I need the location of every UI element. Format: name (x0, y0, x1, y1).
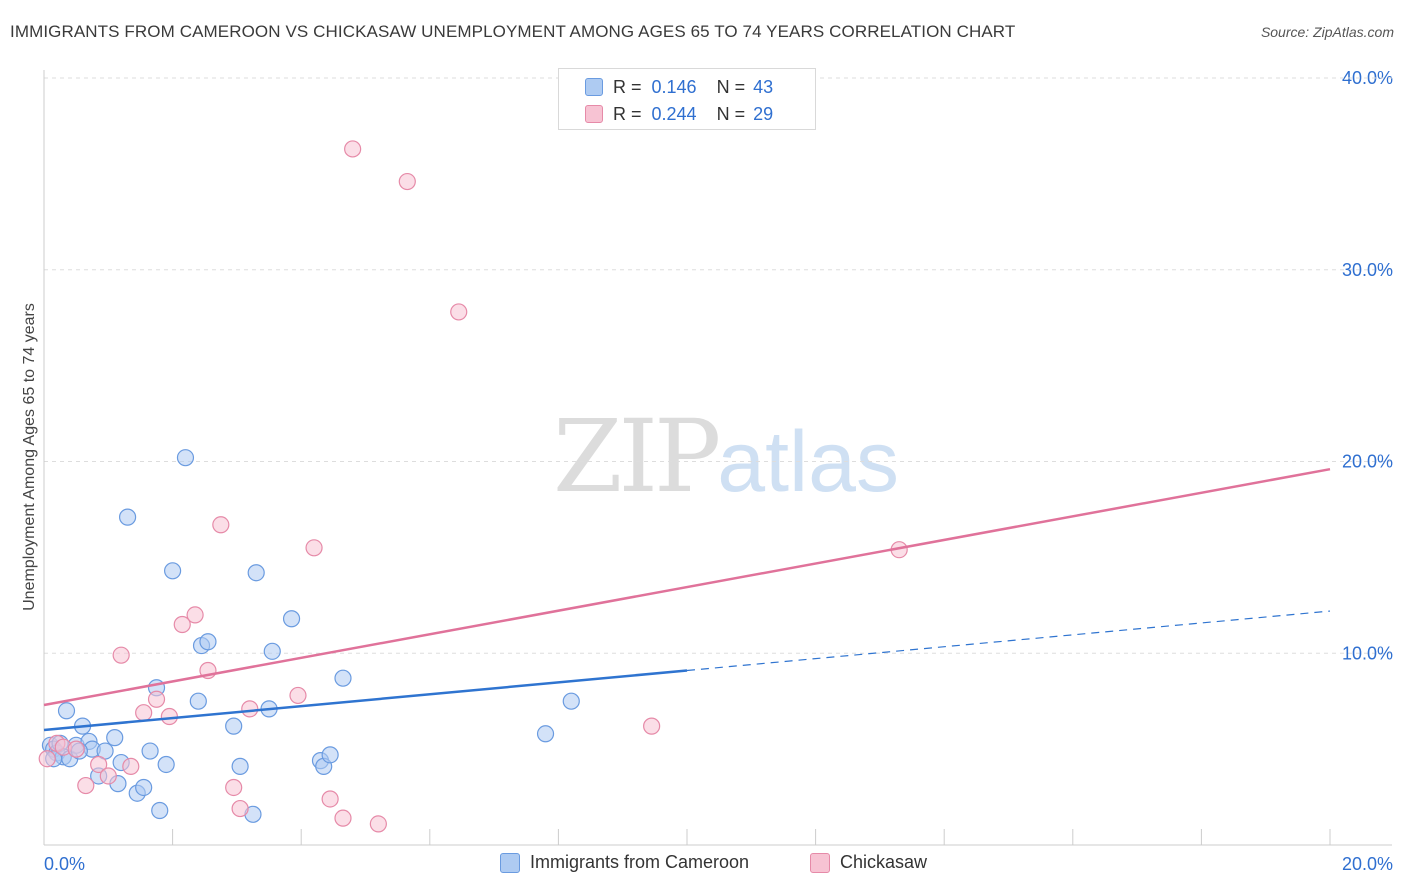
cameroon-trend-line (43, 669, 688, 732)
chickasaw-point (344, 140, 362, 158)
chickasaw-point (321, 790, 339, 808)
legend-swatch-chickasaw (585, 105, 603, 123)
y-tick-label: 10.0% (1342, 643, 1393, 663)
cameroon-point (282, 610, 301, 628)
chickasaw-point (241, 700, 259, 718)
chart-title: IMMIGRANTS FROM CAMEROON VS CHICKASAW UN… (10, 22, 1016, 41)
cameroon-point (225, 717, 243, 735)
chickasaw-point (186, 606, 204, 624)
chickasaw-point (160, 707, 178, 726)
cameroon-point (176, 449, 195, 467)
chickasaw-point (305, 539, 323, 557)
source-credit: Source: ZipAtlas.com (1260, 24, 1394, 40)
legend-n-value: 43 (753, 76, 774, 97)
cameroon-point (334, 669, 352, 687)
legend-r-value: 0.146 (651, 76, 697, 97)
legend-swatch-chickasaw (810, 852, 830, 873)
chickasaw-point (450, 303, 468, 321)
cameroon-point (536, 725, 555, 743)
cameroon-point (106, 729, 124, 747)
legend-item-chickasaw: Chickasaw (810, 852, 927, 873)
legend-row-cameroon: R = 0.146 N = 43 (585, 75, 773, 99)
cameroon-point (562, 692, 580, 710)
chickasaw-point (90, 755, 108, 774)
chickasaw-point (147, 690, 166, 708)
cameroon-point (135, 778, 153, 797)
legend-swatch-cameroon (500, 852, 520, 873)
cameroon-point (199, 633, 217, 651)
cameroon-trend-extension (686, 610, 1331, 672)
legend-label-chickasaw: Chickasaw (840, 852, 928, 872)
y-tick-label: 20.0% (1342, 452, 1393, 472)
legend-row-chickasaw: R = 0.244 N = 29 (585, 102, 773, 126)
legend-r-value: 0.244 (651, 103, 697, 124)
chickasaw-point (643, 717, 661, 735)
cameroon-point (231, 757, 249, 775)
y-tick-label: 30.0% (1342, 260, 1393, 280)
cameroon-point (151, 801, 169, 820)
chickasaw-point (231, 799, 249, 818)
chickasaw-point (212, 516, 230, 534)
chickasaw-point (67, 740, 85, 758)
chickasaw-point (112, 646, 130, 664)
correlation-legend: R = 0.146 N = 43 R = 0.244 N = 29 (558, 68, 816, 130)
cameroon-point (141, 742, 159, 760)
chickasaw-point (135, 704, 153, 722)
x-tick-label: 0.0% (44, 854, 85, 874)
chickasaw-point (289, 686, 307, 705)
cameroon-point (321, 746, 339, 764)
legend-r-label: R = (613, 103, 642, 124)
legend-label-cameroon: Immigrants from Cameroon (530, 852, 750, 872)
chickasaw-point (334, 809, 352, 827)
series-legend: Immigrants from Cameroon Chickasaw (0, 852, 1406, 878)
x-tick-label: 20.0% (1342, 854, 1393, 874)
chickasaw-point (369, 815, 387, 833)
chickasaw-point (77, 776, 95, 795)
legend-n-value: 29 (753, 103, 774, 124)
chickasaw-point (225, 778, 243, 797)
legend-n-label: N = (716, 103, 746, 124)
legend-item-cameroon: Immigrants from Cameroon (500, 852, 749, 873)
chickasaw-point (173, 615, 191, 634)
chickasaw-point (38, 750, 56, 768)
legend-n-label: N = (716, 76, 746, 97)
legend-r-label: R = (613, 76, 642, 97)
cameroon-point (118, 508, 137, 526)
chickasaw-point (398, 172, 416, 191)
watermark-zip: ZIP (553, 398, 721, 515)
chickasaw-point (99, 767, 117, 785)
cameroon-point (263, 642, 281, 660)
cameroon-point (157, 755, 175, 774)
legend-swatch-cameroon (585, 78, 603, 96)
chickasaw-point (122, 757, 140, 775)
cameroon-point (189, 692, 207, 710)
chickasaw-trend-line (43, 467, 1331, 707)
cameroon-point (164, 562, 182, 580)
cameroon-point (57, 702, 76, 720)
cameroon-point (247, 564, 265, 582)
